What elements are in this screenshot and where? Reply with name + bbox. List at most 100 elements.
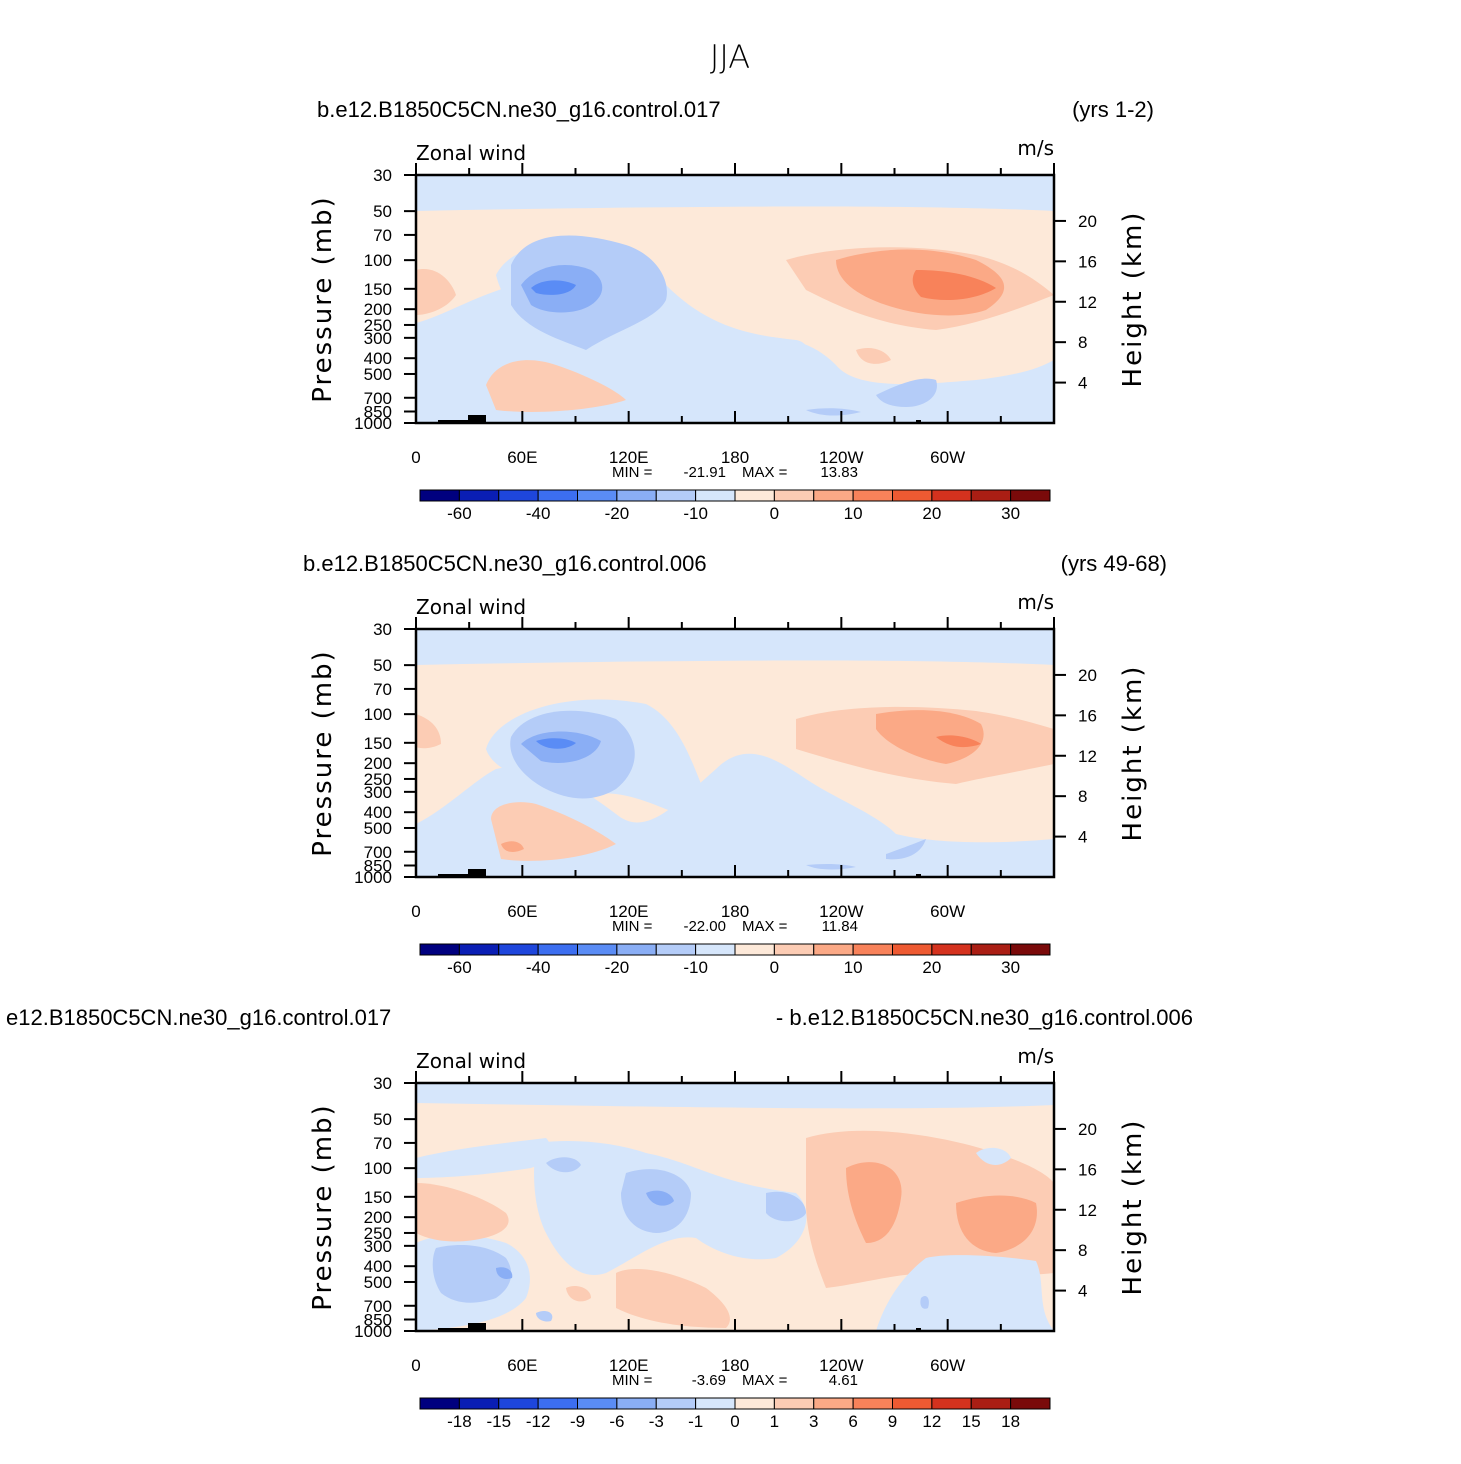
colorbar-label: 10 <box>844 504 863 523</box>
colorbar-swatch <box>616 1397 657 1410</box>
y-tick-label: 150 <box>364 1188 392 1207</box>
y-right-tick-label: 4 <box>1078 1282 1087 1301</box>
y-right-tick-label: 8 <box>1078 787 1087 806</box>
colorbar-swatch <box>852 489 893 502</box>
y-tick-label: 70 <box>373 680 392 699</box>
y-right-axis-title: Height (km) <box>1118 665 1148 842</box>
colorbar-label: 1 <box>770 1412 779 1431</box>
y-tick-label: 500 <box>364 1273 392 1292</box>
y-tick-label: 100 <box>364 251 392 270</box>
colorbar-swatch <box>458 489 500 502</box>
colorbar-label: 0 <box>770 958 779 977</box>
x-tick-label: 60E <box>507 1356 537 1375</box>
contour-field <box>416 1083 1054 1331</box>
x-tick-label: 0 <box>411 1356 420 1375</box>
y-tick-label: 30 <box>373 166 392 185</box>
colorbar-label: -60 <box>447 504 472 523</box>
colorbar-label: 9 <box>888 1412 897 1431</box>
colorbar-swatch <box>419 489 460 502</box>
y-tick-label: 300 <box>364 329 392 348</box>
panel-2: b.e12.B1850C5CN.ne30_g16.control.006 (yrs… <box>303 551 1167 977</box>
y-tick-label: 30 <box>373 620 392 639</box>
colorbar-swatch <box>498 1397 539 1410</box>
x-tick-label: 120W <box>819 448 863 467</box>
colorbar-swatch <box>813 1397 854 1410</box>
x-tick-label: 120W <box>819 1356 863 1375</box>
contour-region <box>432 1245 512 1303</box>
min-label: MIN = <box>612 464 653 481</box>
y-tick-label: 700 <box>364 389 392 408</box>
panel-right-title: - b.e12.B1850C5CN.ne30_g16.control.006 <box>776 1005 1193 1030</box>
colorbar-swatch <box>655 489 697 502</box>
colorbar-swatch <box>931 489 972 502</box>
x-tick-label: 120E <box>609 902 649 921</box>
colorbar-swatch <box>1010 489 1051 502</box>
variable-label: Zonal wind <box>416 595 526 619</box>
y-tick-label: 30 <box>373 1074 392 1093</box>
contour-region <box>976 1147 1011 1165</box>
max-label: MAX = <box>742 464 788 481</box>
contour-field <box>416 175 1054 423</box>
contour-region <box>416 1083 1054 1109</box>
colorbar-swatch <box>577 489 618 502</box>
figure-title: JJA <box>710 38 750 76</box>
min-value: -22.00 <box>683 918 726 935</box>
y-axis-title: Pressure (mb) <box>308 1103 338 1310</box>
topography-mask <box>438 415 486 423</box>
y-axis-title: Pressure (mb) <box>308 649 338 856</box>
colorbar-swatch <box>419 943 460 956</box>
y-tick-label: 50 <box>373 1110 392 1129</box>
colorbar-swatch <box>655 943 697 956</box>
colorbar-swatch <box>813 489 854 502</box>
colorbar-swatch <box>931 943 972 956</box>
y-tick-label: 850 <box>364 857 392 876</box>
min-label: MIN = <box>612 918 653 935</box>
colorbar-label: 12 <box>922 1412 941 1431</box>
colorbar-label: -18 <box>447 1412 472 1431</box>
y-tick-label: 700 <box>364 843 392 862</box>
y-tick-label: 1000 <box>354 868 392 887</box>
contour-region <box>912 270 996 300</box>
x-tick-label: 60E <box>507 448 537 467</box>
colorbar-swatch <box>892 489 933 502</box>
colorbar-swatch <box>734 1397 775 1410</box>
colorbar-label: 0 <box>730 1412 739 1431</box>
colorbar-label: 20 <box>922 958 941 977</box>
colorbar-swatch <box>970 943 1012 956</box>
contour-field <box>416 629 1054 877</box>
colorbar-label: 10 <box>844 958 863 977</box>
y-right-tick-label: 12 <box>1078 293 1097 312</box>
y-tick-label: 400 <box>364 349 392 368</box>
y-tick-label: 200 <box>364 754 392 773</box>
contour-region <box>616 1268 730 1328</box>
contour-region <box>416 629 1054 665</box>
contour-region <box>806 408 861 416</box>
y-right-tick-label: 16 <box>1078 1160 1097 1179</box>
panel-right-title: (yrs 1-2) <box>1072 97 1154 122</box>
contour-region <box>496 1267 513 1279</box>
x-tick-label: 180 <box>721 902 749 921</box>
colorbar-label: -1 <box>688 1412 703 1431</box>
contour-region <box>501 841 524 852</box>
colorbar-label: -3 <box>649 1412 664 1431</box>
colorbar-label: 30 <box>1001 504 1020 523</box>
x-tick-label: 0 <box>411 902 420 921</box>
contour-region <box>886 839 926 860</box>
panel-3: e12.B1850C5CN.ne30_g16.control.017 - b.e1… <box>6 1005 1193 1431</box>
topography-mask <box>438 1323 486 1331</box>
colorbar-swatch <box>537 489 578 502</box>
colorbar-label: -60 <box>447 958 472 977</box>
colorbar-label: 15 <box>962 1412 981 1431</box>
y-tick-label: 200 <box>364 1208 392 1227</box>
colorbar-label: 3 <box>809 1412 818 1431</box>
colorbar-label: -9 <box>570 1412 585 1431</box>
topography-mask <box>438 869 486 877</box>
colorbar-swatch <box>852 1397 893 1410</box>
colorbar: -18 -15 -12 -9 -6 -3 -1 0 1 3 6 9 12 15 18 <box>419 1397 1051 1431</box>
y-right-tick-label: 20 <box>1078 666 1097 685</box>
colorbar-swatch <box>773 489 815 502</box>
max-value: 4.61 <box>829 1372 858 1389</box>
contour-region <box>920 1296 929 1309</box>
x-tick-label: 60W <box>930 902 965 921</box>
min-value: -3.69 <box>692 1372 726 1389</box>
